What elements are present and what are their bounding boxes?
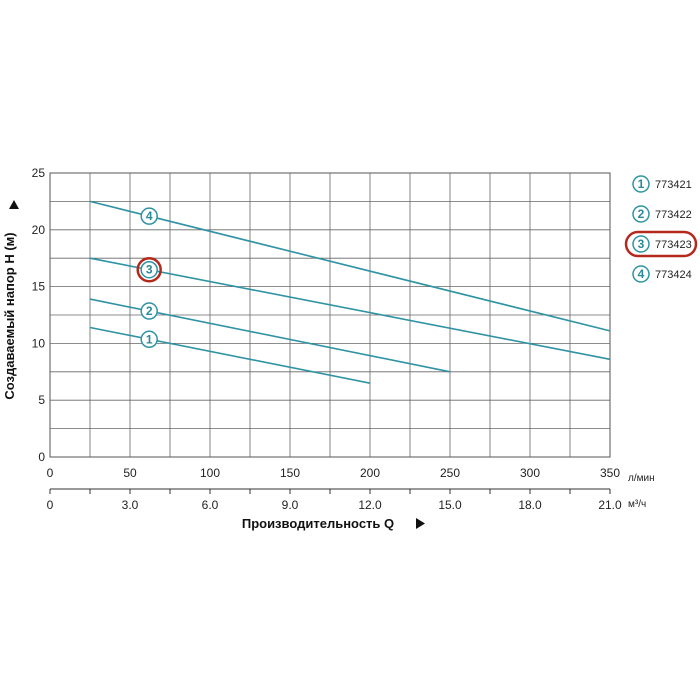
x2-tick-label: 21.0: [598, 498, 622, 512]
legend-entry-773424: 773424: [655, 269, 692, 281]
series-marker-3: [140, 260, 158, 279]
x2-tick-label: 3.0: [122, 498, 139, 512]
legend-marker-4: [632, 265, 650, 283]
chart-grid: [49, 172, 611, 458]
series-marker-4: [140, 207, 158, 225]
x2-tick-label: 0: [47, 498, 54, 512]
x-tick-label: 100: [200, 466, 220, 480]
series-marker-highlight: [136, 256, 162, 283]
legend-marker-2: [632, 205, 650, 223]
x-axis-title-arrow-icon: [416, 518, 425, 529]
series-line-3: [89, 257, 611, 361]
legend-marker-3: [632, 235, 650, 253]
legend-marker-label: 1: [638, 177, 645, 191]
legend-highlight: [624, 230, 698, 258]
x2-tick-label: 15.0: [438, 498, 462, 512]
y-tick-label: 25: [32, 166, 46, 180]
x-tick-label: 250: [440, 466, 460, 480]
x-tick-label: 50: [123, 466, 137, 480]
series-lines: [89, 200, 611, 384]
x-tick-label: 150: [280, 466, 300, 480]
x2-tick-label: 12.0: [358, 498, 382, 512]
series-marker-label: 4: [146, 209, 153, 223]
legend-marker-1: [632, 175, 650, 193]
y-axis-title-arrow-icon: [9, 200, 19, 209]
series-marker-label: 2: [146, 304, 153, 318]
x-tick-label: 200: [360, 466, 380, 480]
series-marker-label: 1: [146, 332, 153, 346]
y-tick-label: 5: [38, 393, 45, 407]
legend-marker-label: 2: [638, 207, 645, 221]
x-axis-title: Производительность Q: [242, 516, 394, 531]
y-axis-title: Создаваемый напор H (м): [2, 232, 17, 399]
x-tick-label: 300: [520, 466, 540, 480]
y-tick-label: 0: [38, 450, 45, 464]
series-line-4: [89, 200, 611, 332]
x2-tick-label: 9.0: [282, 498, 299, 512]
legend: 1 773421 2 773422 3 773423 4 773424: [624, 175, 698, 283]
x-axis-unit-primary: л/мин: [628, 473, 655, 484]
series-marker-label: 3: [146, 263, 153, 277]
x-tick-label: 0: [47, 466, 54, 480]
legend-entry-773423: 773423: [655, 239, 692, 251]
y-tick-label: 10: [32, 336, 46, 350]
legend-entry-773421: 773421: [655, 179, 692, 191]
series-markers: 1 2 3 4: [136, 207, 162, 349]
x-axis-unit-secondary: м³/ч: [628, 499, 646, 510]
series-marker-1: [140, 330, 158, 349]
x2-tick-label: 18.0: [518, 498, 542, 512]
y-tick-label: 15: [32, 280, 46, 294]
y-tick-label: 20: [32, 223, 46, 237]
x-tick-label: 350: [600, 466, 620, 480]
series-marker-2: [140, 302, 158, 320]
series-line-1: [89, 326, 371, 384]
legend-entry-773422: 773422: [655, 209, 692, 221]
legend-marker-label: 3: [638, 237, 645, 251]
x2-tick-label: 6.0: [202, 498, 219, 512]
legend-marker-label: 4: [638, 267, 645, 281]
